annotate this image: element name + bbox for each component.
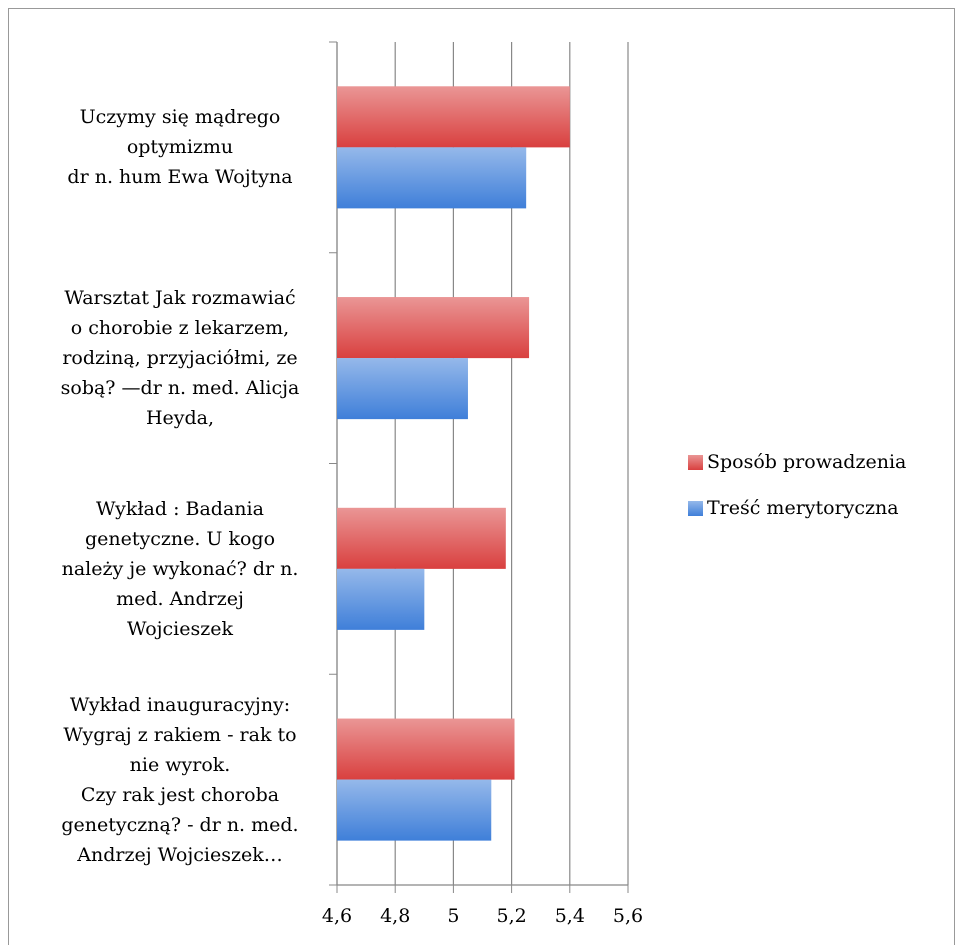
y-tick-label: Uczymy się mądrego optymizmu dr n. hum E… [67,106,293,189]
legend-swatch-shine [688,455,703,470]
x-tick-label: 4,6 [322,905,352,927]
x-tick-label: 4,8 [380,905,410,927]
x-tick-label: 5 [447,905,459,927]
legend-label: Sposób prowadzenia [707,451,906,473]
bar-shine [337,718,515,780]
x-tick-label: 5,2 [496,905,526,927]
bar-shine [337,779,492,841]
legend-label: Treść merytoryczna [707,497,899,519]
bar-shine [337,568,425,630]
bar-shine [337,507,506,569]
bar-shine [337,358,468,420]
x-tick-label: 5,6 [613,905,643,927]
bar-shine [337,86,570,148]
x-tick-label: 5,4 [555,905,585,927]
y-tick-label: Wykład inauguracyjny: Wygraj z rakiem - … [61,693,299,866]
legend-swatch-shine [688,501,703,516]
chart-border [8,8,955,945]
bar-shine [337,147,527,209]
y-tick-label: Wykład : Badania genetyczne. U kogo nale… [61,497,299,640]
bar-shine [337,297,530,359]
y-tick-label: Warsztat Jak rozmawiać o chorobie z leka… [60,287,300,430]
